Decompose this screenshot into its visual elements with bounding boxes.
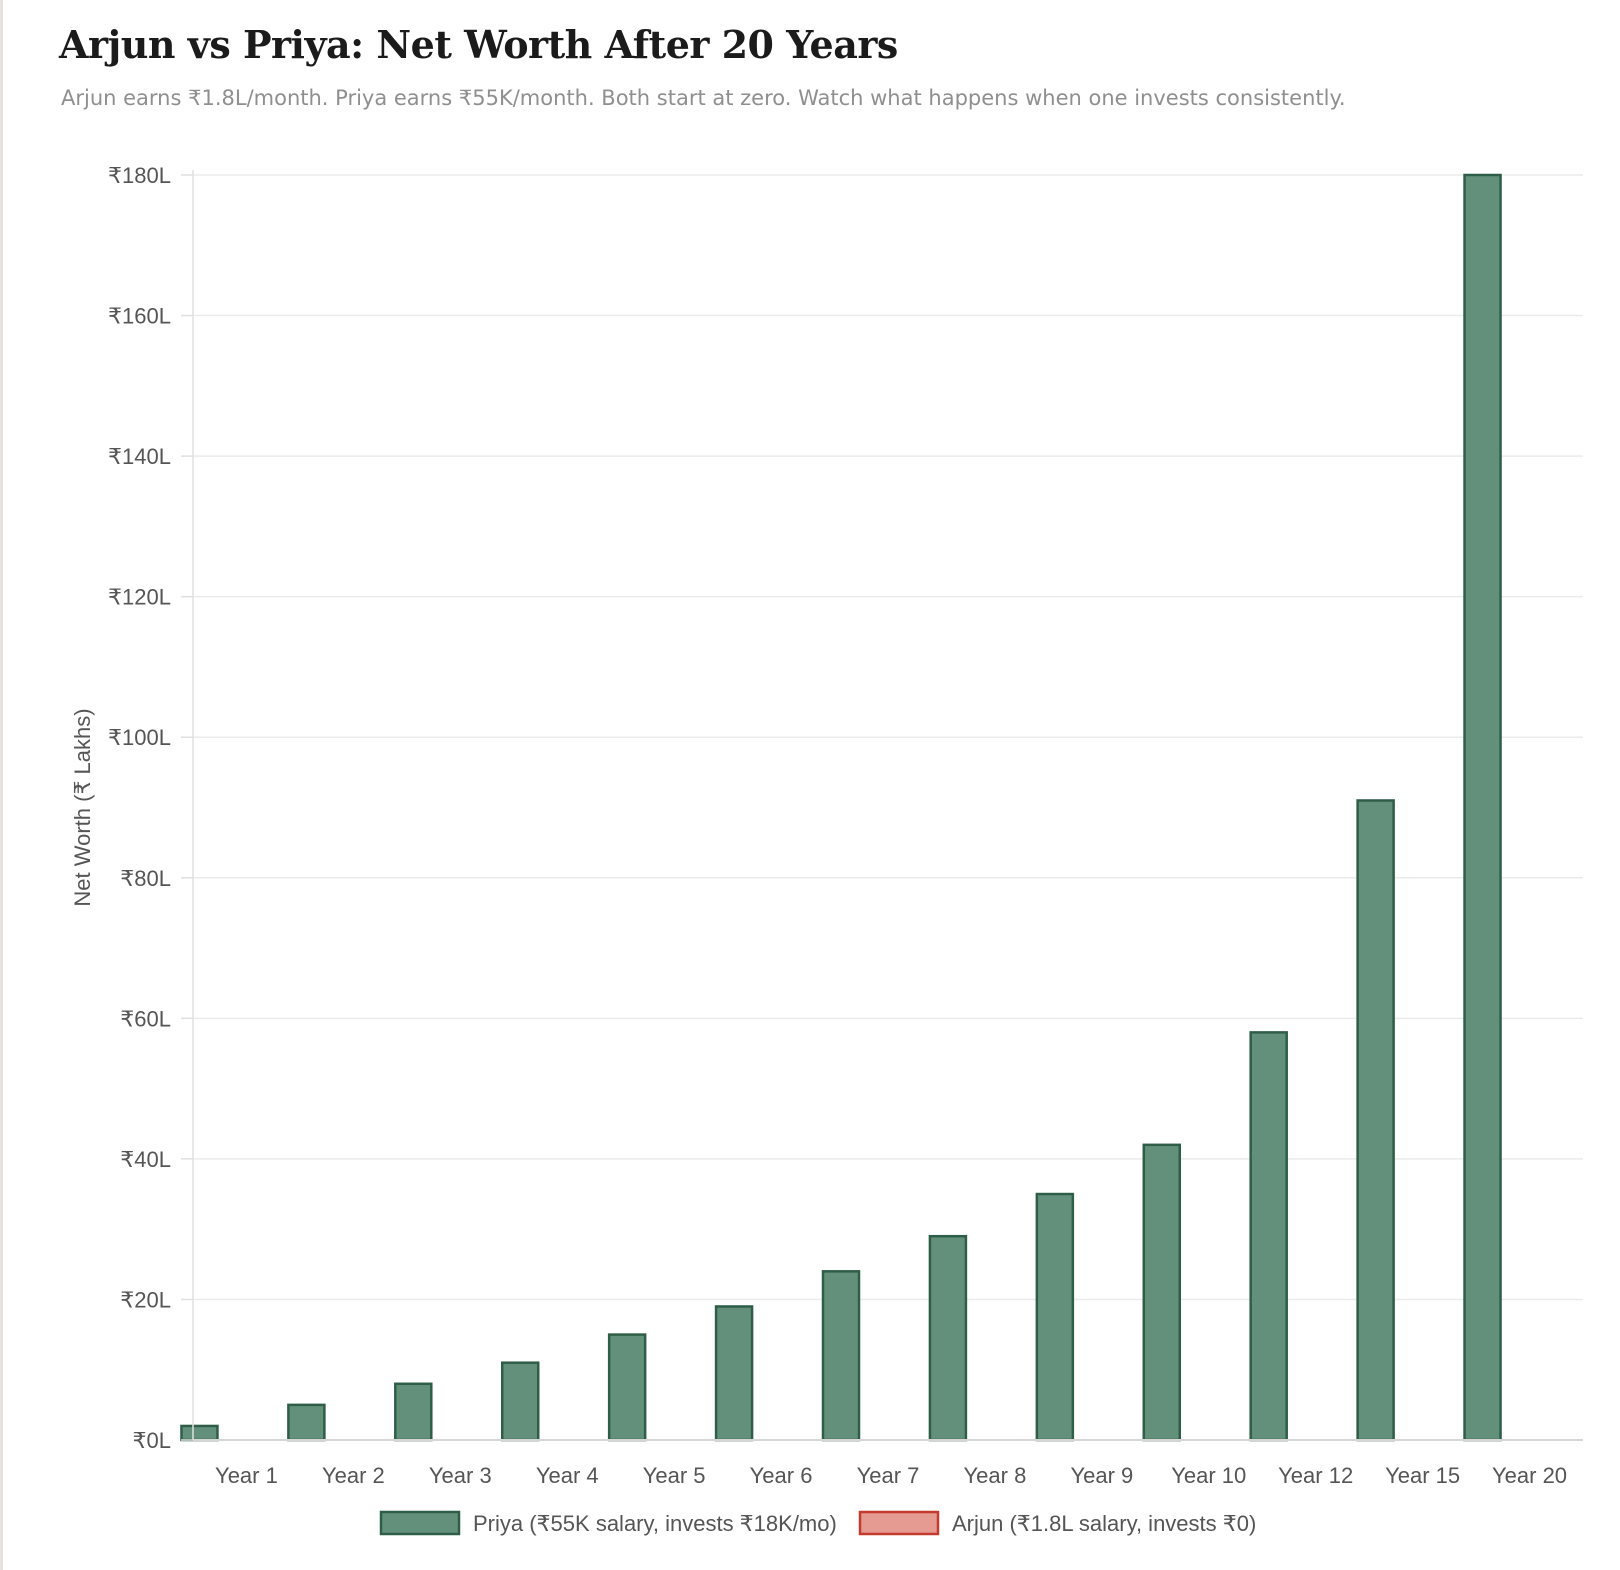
x-tick-label: Year 6 [750,1463,813,1488]
bar-priya-year-6 [714,1305,754,1442]
page-title: Arjun vs Priya: Net Worth After 20 Years [59,22,898,67]
bar-chart: ₹0L ₹20L ₹40L ₹60L ₹80L ₹100L ₹120L ₹140L ₹160L ₹… [70,163,1583,1536]
y-tick-label: ₹100L [108,725,171,750]
x-tick-label: Year 4 [536,1463,599,1488]
bar-priya-year-9 [1035,1192,1075,1442]
bar-priya-year-20 [1463,173,1502,1442]
x-tick-label: Year 12 [1278,1463,1353,1488]
bar-priya-year-1 [180,1424,219,1442]
legend-swatch-priya [379,1510,461,1536]
page-subtitle: Arjun earns ₹1.8L/month. Priya earns ₹55… [61,86,1346,110]
x-tick-label: Year 10 [1171,1463,1246,1488]
x-tick-label: Year 3 [429,1463,492,1488]
y-axis-title: Net Worth (₹ Lakhs) [70,708,95,906]
x-tick-label: Year 8 [964,1463,1027,1488]
legend: Priya (₹55K salary, invests ₹18K/mo) Arju… [379,1510,1256,1536]
legend-swatch-arjun [858,1510,940,1536]
y-tick-label: ₹80L [120,866,171,891]
x-tick-label: Year 2 [322,1463,385,1488]
x-tick-label: Year 20 [1492,1463,1567,1488]
y-tick-label: ₹60L [120,1006,171,1031]
x-tick-label: Year 9 [1070,1463,1133,1488]
y-tick-label: ₹120L [108,585,171,610]
y-tick-label: ₹0L [133,1428,171,1453]
bar-priya-year-3 [394,1382,433,1442]
y-tick-label: ₹160L [108,304,171,329]
bar-priya-year-5 [607,1333,647,1442]
y-tick-label: ₹40L [120,1147,171,1172]
x-tick-label: Year 5 [643,1463,706,1488]
axes: ₹0L ₹20L ₹40L ₹60L ₹80L ₹100L ₹120L ₹140L ₹160L ₹… [70,163,1583,1488]
bar-priya-year-4 [500,1361,540,1442]
bar-priya-year-10 [1142,1143,1182,1442]
grid-lines [193,174,1583,1301]
bar-priya-year-15 [1356,799,1395,1442]
x-tick-label: Year 15 [1385,1463,1460,1488]
y-tick-label: ₹20L [120,1287,171,1312]
legend-label-priya: Priya (₹55K salary, invests ₹18K/mo) [473,1511,837,1536]
x-tick-label: Year 1 [215,1463,278,1488]
bar-priya-year-8 [928,1234,968,1442]
y-tick-label: ₹140L [108,444,171,469]
bars [180,173,1502,1442]
y-tick-label: ₹180L [108,163,171,188]
legend-label-arjun: Arjun (₹1.8L salary, invests ₹0) [952,1511,1256,1536]
bar-priya-year-12 [1249,1031,1288,1442]
x-tick-label: Year 7 [857,1463,920,1488]
bar-priya-year-7 [821,1270,861,1442]
bar-priya-year-2 [287,1403,326,1442]
